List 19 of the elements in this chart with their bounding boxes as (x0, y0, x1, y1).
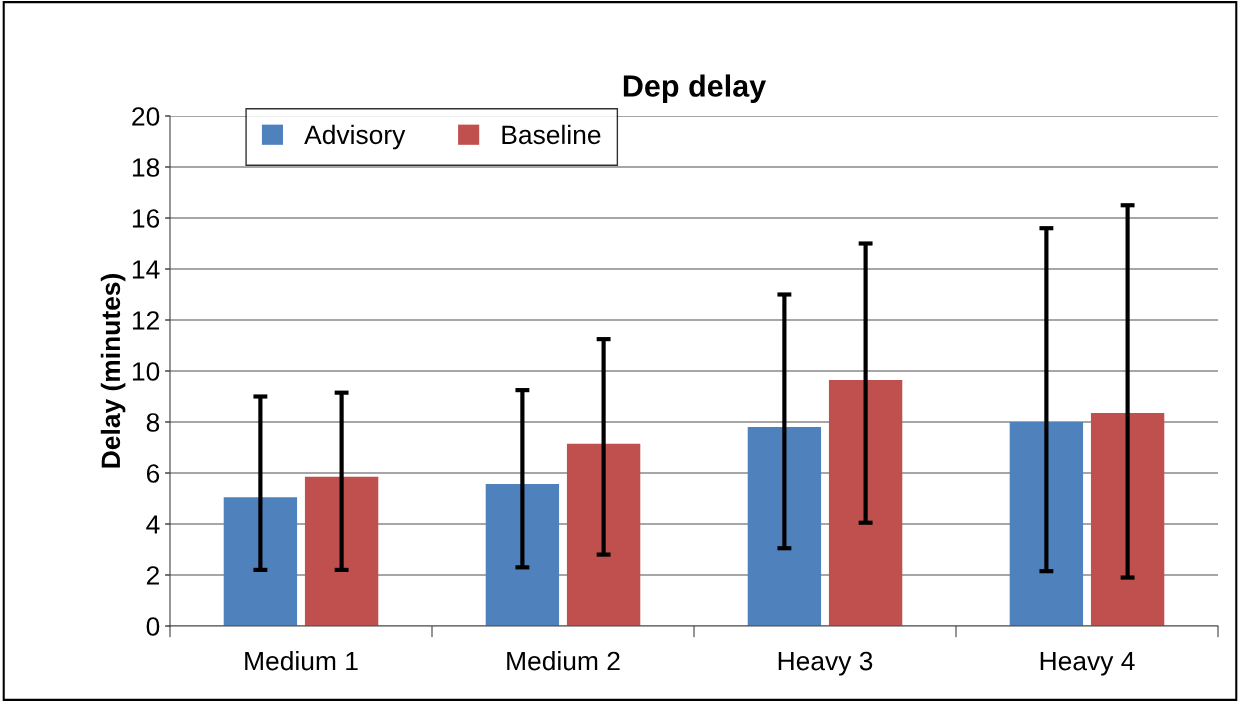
x-tick-label: Medium 1 (245, 651, 358, 671)
y-tick-label: 2 (146, 566, 159, 585)
y-tick-label: 18 (132, 158, 160, 177)
y-tick-label: 8 (146, 413, 160, 432)
y-tick-label: 20 (132, 107, 160, 126)
legend-label: Baseline (502, 124, 601, 145)
y-tick-label: 14 (132, 260, 160, 279)
y-tick-label: 4 (146, 515, 160, 534)
chart-title: Dep delay (623, 74, 767, 103)
y-tick-label: 10 (132, 362, 160, 381)
legend-label: Advisory (304, 124, 406, 150)
y-axis-title: Delay (minutes) (100, 274, 126, 468)
y-tick-label: 12 (132, 311, 159, 330)
x-tick-label: Heavy 4 (1040, 651, 1135, 676)
y-tick-label: 0 (146, 617, 160, 636)
x-tick-label: Heavy 3 (778, 651, 873, 676)
y-tick-label: 6 (146, 464, 160, 483)
y-tick-label: 16 (132, 209, 160, 228)
x-tick-label: Medium 2 (507, 651, 620, 671)
